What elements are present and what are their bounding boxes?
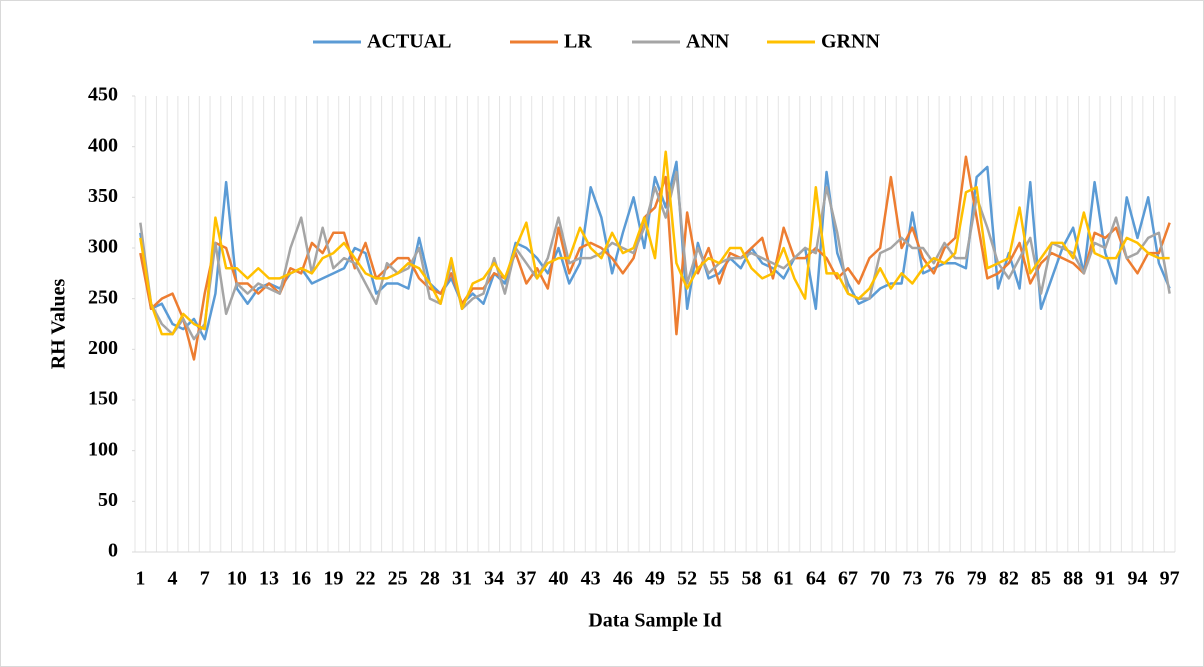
- series-line: [139, 155, 1171, 361]
- x-tick-label: 28: [420, 568, 440, 590]
- x-tick-label: 76: [934, 568, 954, 590]
- x-axis-title: Data Sample Id: [588, 610, 721, 632]
- x-tick-label: 73: [902, 568, 922, 590]
- x-tick-label: 55: [709, 568, 729, 590]
- x-tick-label: 64: [806, 568, 826, 590]
- x-tick-label: 34: [484, 568, 504, 590]
- y-tick-label: 350: [88, 185, 118, 207]
- x-tick-label: 58: [741, 568, 761, 590]
- series-line: [139, 160, 1171, 341]
- y-tick-label: 200: [88, 337, 118, 359]
- legend-label: ACTUAL: [367, 31, 451, 53]
- x-tick-label: 97: [1160, 568, 1180, 590]
- x-tick-label: 31: [452, 568, 472, 590]
- x-tick-label: 88: [1063, 568, 1083, 590]
- x-tick-label: 10: [227, 568, 247, 590]
- x-tick-label: 61: [774, 568, 794, 590]
- x-tick-label: 49: [645, 568, 665, 590]
- x-tick-label: 37: [516, 568, 536, 590]
- y-axis-title: RH Values: [48, 278, 70, 369]
- x-tick-label: 7: [200, 568, 210, 590]
- x-tick-label: 25: [388, 568, 408, 590]
- x-tick-label: 16: [291, 568, 311, 590]
- y-tick-label: 50: [98, 489, 118, 511]
- x-tick-label: 52: [677, 568, 697, 590]
- x-tick-label: 91: [1095, 568, 1115, 590]
- y-tick-label: 400: [88, 134, 118, 156]
- x-tick-label: 43: [581, 568, 601, 590]
- legend-label: GRNN: [821, 31, 880, 53]
- x-tick-label: 67: [838, 568, 858, 590]
- x-tick-label: 4: [168, 568, 178, 590]
- legend-label: LR: [564, 31, 592, 53]
- x-tick-label: 94: [1127, 568, 1147, 590]
- y-tick-label: 100: [88, 438, 118, 460]
- x-tick-label: 85: [1031, 568, 1051, 590]
- y-tick-label: 0: [108, 540, 118, 562]
- x-tick-label: 46: [613, 568, 633, 590]
- y-tick-label: 250: [88, 286, 118, 308]
- x-tick-label: 70: [870, 568, 890, 590]
- y-tick-label: 150: [88, 388, 118, 410]
- x-tick-label: 82: [999, 568, 1019, 590]
- series-line: [139, 150, 1170, 336]
- x-tick-label: 1: [135, 568, 145, 590]
- y-tick-label: 300: [88, 236, 118, 258]
- x-tick-label: 79: [967, 568, 987, 590]
- x-tick-label: 22: [356, 568, 376, 590]
- x-tick-label: 19: [323, 568, 343, 590]
- y-tick-label: 450: [88, 84, 118, 106]
- x-tick-label: 13: [259, 568, 279, 590]
- legend-label: ANN: [686, 31, 730, 53]
- x-tick-label: 40: [549, 568, 569, 590]
